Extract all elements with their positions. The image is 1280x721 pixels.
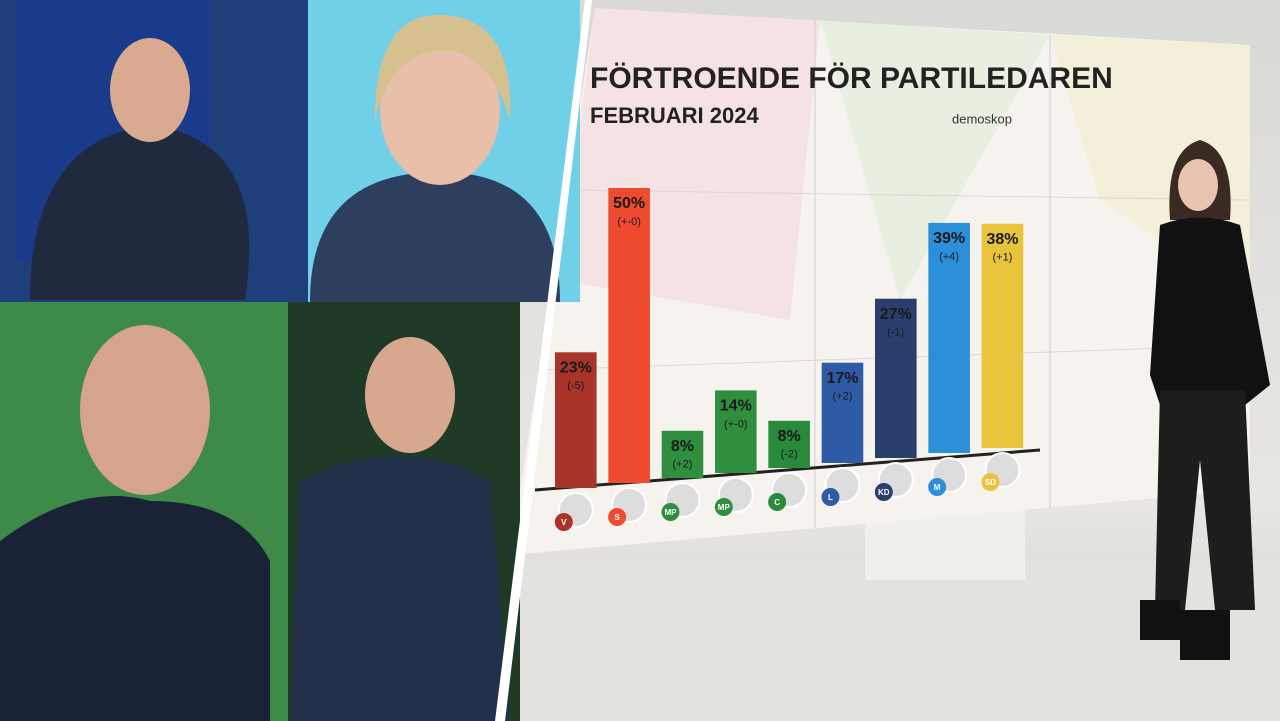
bar: [555, 352, 597, 488]
change-label: (-2): [781, 449, 798, 461]
change-label: (+-0): [724, 418, 748, 430]
video-wall: [510, 8, 1251, 555]
party-badge: [981, 473, 1000, 491]
value-label: 23%: [560, 360, 592, 377]
person: [110, 38, 190, 142]
change-label: (-5): [567, 380, 584, 392]
person: [375, 14, 511, 120]
value-label: 38%: [986, 231, 1018, 248]
change-label: (+2): [673, 459, 693, 471]
party-badge: [554, 513, 573, 531]
x-tick-label: S: [614, 513, 620, 522]
x-tick-label: C: [774, 498, 780, 507]
value-label: 39%: [933, 230, 965, 247]
x-tick-label: MP: [718, 503, 731, 512]
person: [0, 496, 270, 721]
party-badge: [874, 483, 893, 501]
person: [30, 125, 250, 300]
value-label: 8%: [671, 438, 694, 455]
person: [365, 337, 455, 453]
value-label: 8%: [778, 428, 801, 445]
change-label: (+4): [939, 251, 959, 263]
x-tick-label: V: [561, 518, 567, 527]
change-label: (+-0): [617, 216, 641, 228]
bar: [608, 188, 650, 483]
person: [380, 35, 500, 185]
change-label: (+2): [833, 391, 853, 403]
change-label: (-1): [887, 327, 904, 339]
screen-seam: [569, 189, 1251, 201]
screen-shape: [560, 8, 820, 320]
party-badge: [714, 498, 733, 516]
value-label: 50%: [613, 195, 645, 212]
person: [80, 325, 210, 495]
person: [310, 172, 560, 302]
x-tick-label: M: [934, 483, 941, 492]
presenter: [1140, 140, 1270, 660]
party-badge: [821, 488, 840, 506]
bar: [715, 390, 757, 473]
bar: [875, 298, 917, 458]
value-label: 17%: [826, 370, 858, 387]
baseline: [534, 448, 1041, 492]
party-badge: [928, 478, 947, 496]
bar: [981, 223, 1024, 448]
x-tick-label: L: [828, 493, 833, 502]
floor: [500, 560, 1280, 721]
bar: [661, 430, 704, 478]
divider: [495, 0, 592, 721]
x-tick-label: SD: [985, 478, 996, 487]
chart-title: FÖRTROENDE FÖR PARTILEDAREN: [590, 62, 1113, 95]
party-badge: [768, 493, 787, 511]
bar: [928, 222, 970, 453]
bar-chart: 23% (-5) V 50% (+-0) S 8% (+2) MP 14% (+-0) MP 8% (-2…: [534, 188, 1041, 531]
x-tick-label: MP: [664, 508, 677, 517]
change-label: (+1): [993, 252, 1013, 264]
source-logo: demoskop: [952, 111, 1012, 126]
person: [290, 456, 510, 721]
photo-grid: [0, 0, 592, 721]
value-label: 27%: [880, 306, 912, 323]
bar: [768, 420, 810, 468]
bar: [821, 362, 864, 463]
value-label: 14%: [720, 398, 752, 415]
chart-subtitle: FEBRUARI 2024: [590, 103, 759, 128]
x-tick-label: KD: [878, 488, 890, 497]
party-badge: [608, 508, 627, 526]
party-badge: [661, 503, 680, 521]
screen-shape: [820, 20, 1050, 300]
